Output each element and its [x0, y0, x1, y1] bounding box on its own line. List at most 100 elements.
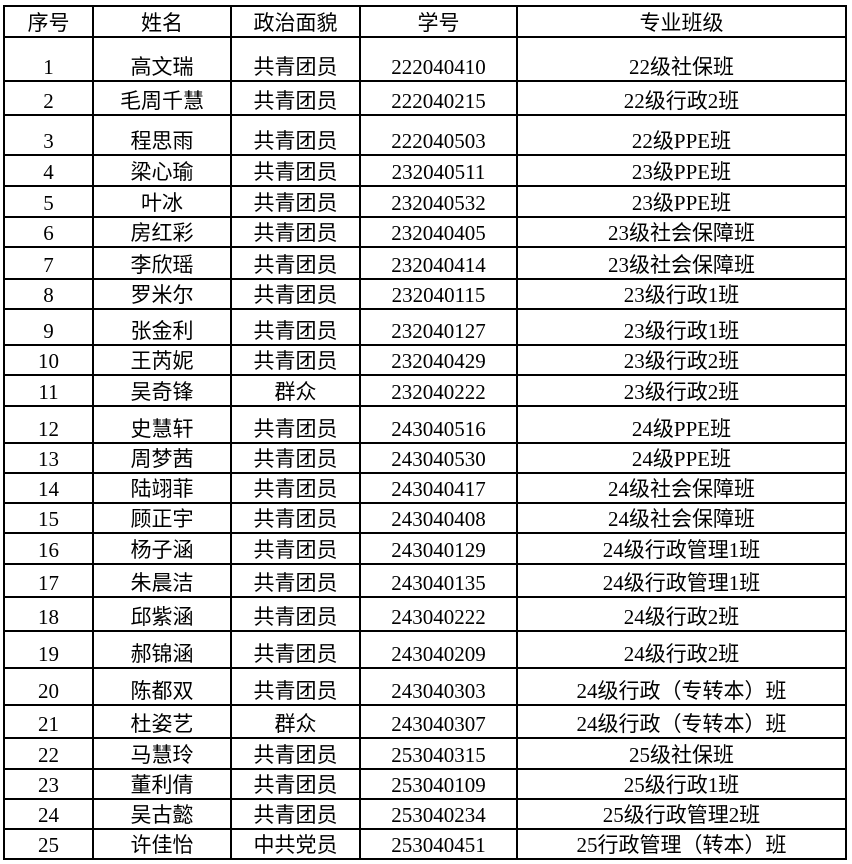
cell-major-class: 23级行政2班 [516, 374, 847, 407]
table-row: 2 毛周千慧 共青团员 222040215 22级行政2班 [3, 80, 847, 116]
cell-major-class: 23级社会保障班 [516, 246, 847, 280]
cell-student-id: 253040234 [359, 798, 518, 830]
cell-political-status: 共青团员 [230, 278, 361, 310]
cell-political-status: 共青团员 [230, 114, 361, 156]
cell-name: 史慧轩 [92, 405, 232, 444]
cell-student-id: 243040129 [359, 532, 518, 565]
cell-name: 郝锦涵 [92, 630, 232, 669]
cell-political-status: 共青团员 [230, 344, 361, 376]
cell-index: 5 [3, 185, 94, 218]
table-row: 11 吴奇锋 群众 232040222 23级行政2班 [3, 374, 847, 407]
cell-index: 15 [3, 502, 94, 534]
cell-political-status: 共青团员 [230, 532, 361, 565]
table-row: 5 叶冰 共青团员 232040532 23级PPE班 [3, 185, 847, 218]
cell-major-class: 23级社会保障班 [516, 216, 847, 248]
cell-student-id: 243040516 [359, 405, 518, 444]
cell-name: 李欣瑶 [92, 246, 232, 280]
cell-major-class: 23级PPE班 [516, 185, 847, 218]
cell-name: 杜姿艺 [92, 704, 232, 739]
cell-political-status: 共青团员 [230, 246, 361, 280]
table-row: 18 邱紫涵 共青团员 243040222 24级行政2班 [3, 596, 847, 632]
header-student-id: 学号 [359, 5, 518, 38]
cell-index: 14 [3, 472, 94, 504]
cell-index: 12 [3, 405, 94, 444]
table-row: 19 郝锦涵 共青团员 243040209 24级行政2班 [3, 630, 847, 669]
cell-student-id: 232040511 [359, 154, 518, 187]
cell-student-id: 243040417 [359, 472, 518, 504]
cell-name: 陈都双 [92, 667, 232, 706]
table-row: 6 房红彩 共青团员 232040405 23级社会保障班 [3, 216, 847, 248]
cell-index: 2 [3, 80, 94, 116]
cell-name: 许佳怡 [92, 828, 232, 860]
cell-index: 16 [3, 532, 94, 565]
table-row: 16 杨子涵 共青团员 243040129 24级行政管理1班 [3, 532, 847, 565]
cell-student-id: 243040303 [359, 667, 518, 706]
cell-political-status: 共青团员 [230, 768, 361, 800]
table-row: 21 杜姿艺 群众 243040307 24级行政（专转本）班 [3, 704, 847, 739]
table-row: 4 梁心瑜 共青团员 232040511 23级PPE班 [3, 154, 847, 187]
cell-major-class: 24级社会保障班 [516, 472, 847, 504]
cell-name: 罗米尔 [92, 278, 232, 310]
cell-student-id: 243040222 [359, 596, 518, 632]
cell-index: 18 [3, 596, 94, 632]
cell-major-class: 25行政管理（转本）班 [516, 828, 847, 860]
cell-index: 1 [3, 36, 94, 82]
table-row: 8 罗米尔 共青团员 232040115 23级行政1班 [3, 278, 847, 310]
cell-major-class: 22级行政2班 [516, 80, 847, 116]
cell-major-class: 24级社会保障班 [516, 502, 847, 534]
cell-index: 10 [3, 344, 94, 376]
cell-student-id: 232040532 [359, 185, 518, 218]
cell-political-status: 共青团员 [230, 472, 361, 504]
cell-name: 梁心瑜 [92, 154, 232, 187]
cell-student-id: 222040503 [359, 114, 518, 156]
table-row: 24 吴古懿 共青团员 253040234 25级行政管理2班 [3, 798, 847, 830]
cell-political-status: 共青团员 [230, 737, 361, 770]
cell-name: 张金利 [92, 308, 232, 346]
cell-index: 17 [3, 563, 94, 598]
cell-index: 22 [3, 737, 94, 770]
cell-major-class: 24级PPE班 [516, 442, 847, 474]
cell-major-class: 22级社保班 [516, 36, 847, 82]
cell-student-id: 232040115 [359, 278, 518, 310]
cell-major-class: 24级行政管理1班 [516, 563, 847, 598]
cell-name: 马慧玲 [92, 737, 232, 770]
cell-student-id: 243040530 [359, 442, 518, 474]
cell-index: 23 [3, 768, 94, 800]
header-index: 序号 [3, 5, 94, 38]
table-row: 20 陈都双 共青团员 243040303 24级行政（专转本）班 [3, 667, 847, 706]
cell-index: 8 [3, 278, 94, 310]
table-row: 10 王芮妮 共青团员 232040429 23级行政2班 [3, 344, 847, 376]
table-row: 7 李欣瑶 共青团员 232040414 23级社会保障班 [3, 246, 847, 280]
cell-major-class: 25级行政管理2班 [516, 798, 847, 830]
cell-student-id: 253040315 [359, 737, 518, 770]
cell-index: 20 [3, 667, 94, 706]
member-table: 序号 姓名 政治面貌 学号 专业班级 1 高文瑞 共青团员 222040410 22级社保班 2 毛… [3, 5, 847, 860]
cell-name: 吴古懿 [92, 798, 232, 830]
cell-major-class: 24级行政2班 [516, 630, 847, 669]
cell-student-id: 243040135 [359, 563, 518, 598]
table-row: 3 程思雨 共青团员 222040503 22级PPE班 [3, 114, 847, 156]
cell-index: 21 [3, 704, 94, 739]
cell-major-class: 23级行政2班 [516, 344, 847, 376]
cell-name: 程思雨 [92, 114, 232, 156]
cell-political-status: 共青团员 [230, 798, 361, 830]
table-row: 14 陆翊菲 共青团员 243040417 24级社会保障班 [3, 472, 847, 504]
cell-political-status: 共青团员 [230, 80, 361, 116]
cell-student-id: 232040429 [359, 344, 518, 376]
cell-name: 高文瑞 [92, 36, 232, 82]
cell-name: 毛周千慧 [92, 80, 232, 116]
cell-name: 顾正宇 [92, 502, 232, 534]
header-major-class: 专业班级 [516, 5, 847, 38]
cell-student-id: 253040451 [359, 828, 518, 860]
cell-index: 11 [3, 374, 94, 407]
cell-name: 杨子涵 [92, 532, 232, 565]
cell-index: 7 [3, 246, 94, 280]
cell-student-id: 232040405 [359, 216, 518, 248]
cell-student-id: 232040222 [359, 374, 518, 407]
cell-name: 陆翊菲 [92, 472, 232, 504]
cell-major-class: 23级行政1班 [516, 278, 847, 310]
table-row: 9 张金利 共青团员 232040127 23级行政1班 [3, 308, 847, 346]
cell-name: 邱紫涵 [92, 596, 232, 632]
cell-major-class: 24级行政（专转本）班 [516, 667, 847, 706]
cell-index: 25 [3, 828, 94, 860]
